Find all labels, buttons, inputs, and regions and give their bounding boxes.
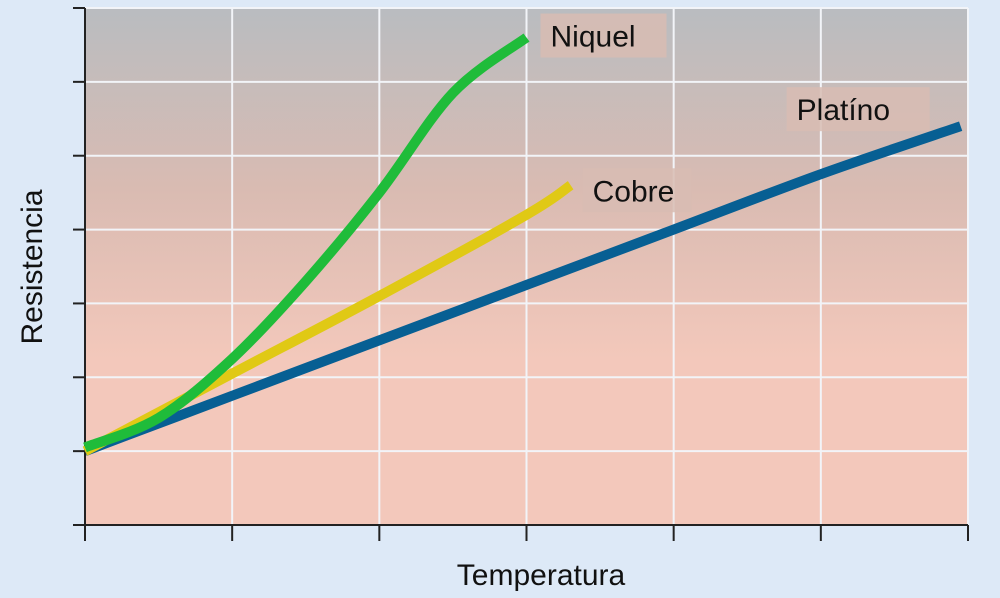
series-label-background-cobre [582, 168, 692, 213]
series-group [82, 33, 963, 456]
series-label-background-niquel [540, 13, 667, 58]
series-line-niquel [83, 33, 530, 453]
series-label-background-platino [786, 87, 930, 132]
series-labels: Niquel Cobre Platíno [540, 13, 930, 213]
y-axis-title: Resistencia [16, 189, 49, 344]
series-line-platino [83, 121, 963, 456]
axes [73, 7, 969, 541]
x-axis-title: Temperatura [457, 559, 626, 592]
series-label-niquel: Niquel [551, 21, 636, 54]
series-label-cobre: Cobre [593, 175, 675, 208]
series-label-platino: Platíno [797, 94, 890, 127]
